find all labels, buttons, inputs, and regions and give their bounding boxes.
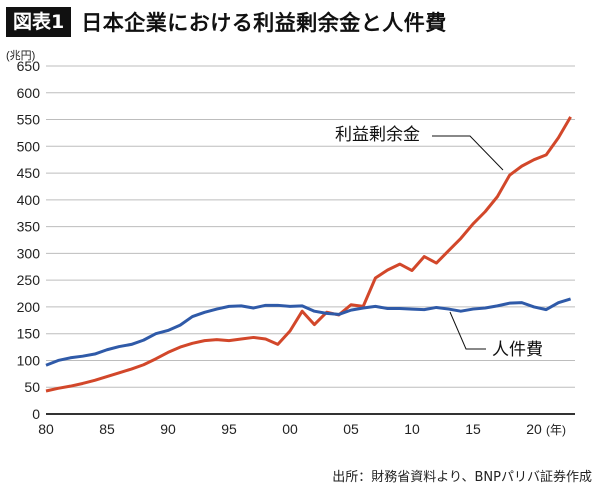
x-tick-label: 95 [221,421,237,437]
series-line-labor-cost [45,297,572,367]
x-axis-unit: (年) [546,423,566,437]
series-line-retained-earnings [45,116,572,393]
figure-badge: 図表1 [6,7,72,37]
y-tick-label: 50 [24,379,40,395]
callout-line [449,311,486,350]
y-tick-label: 200 [17,299,41,315]
x-tick-label: 20 [526,421,542,437]
y-tick-label: 500 [17,138,41,154]
chart-title: 日本企業における利益剰余金と人件費 [81,11,447,35]
x-tick-label: 10 [404,421,420,437]
x-tick-label: 85 [99,421,115,437]
y-tick-label: 0 [32,406,40,422]
series-label-labor-cost: 人件費 [492,340,543,360]
callout-line [432,135,504,171]
source-note: 出所：財務省資料より、BNPパリバ証券作成 [332,470,592,485]
header: 図表1 日本企業における利益剰余金と人件費 [6,6,447,38]
x-tick-label: 15 [465,421,481,437]
y-tick-label: 250 [17,272,41,288]
y-tick-label: 600 [17,85,41,101]
y-tick-label: 400 [17,192,41,208]
x-tick-label: 00 [282,421,298,437]
y-tick-label: 100 [17,352,41,368]
y-axis-unit: (兆円) [6,49,35,62]
x-tick-label: 90 [160,421,176,437]
y-tick-label: 300 [17,245,41,261]
x-tick-label: 80 [38,421,54,437]
y-tick-label: 550 [17,112,41,128]
y-tick-label: 150 [17,326,41,342]
y-tick-label: 350 [17,219,41,235]
series-label-retained-earnings: 利益剰余金 [335,125,420,145]
y-tick-label: 450 [17,165,41,181]
y-tick-label: 650 [17,58,41,74]
x-tick-label: 05 [343,421,359,437]
